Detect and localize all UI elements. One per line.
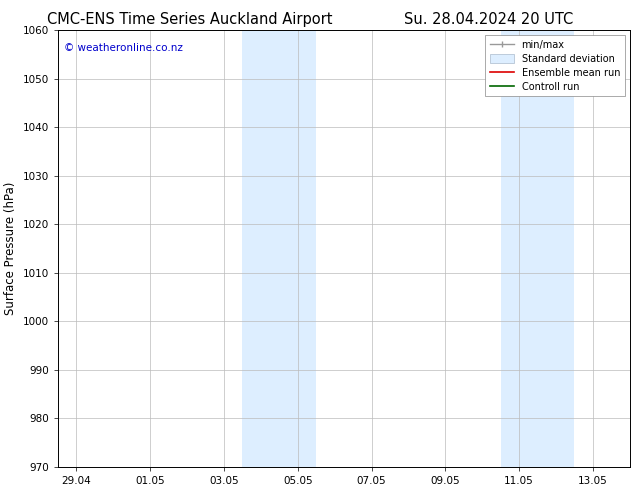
Bar xyxy=(501,30,538,467)
Text: CMC-ENS Time Series Auckland Airport: CMC-ENS Time Series Auckland Airport xyxy=(48,12,333,27)
Y-axis label: Surface Pressure (hPa): Surface Pressure (hPa) xyxy=(4,182,17,315)
Bar xyxy=(538,30,574,467)
Bar xyxy=(280,30,316,467)
Legend: min/max, Standard deviation, Ensemble mean run, Controll run: min/max, Standard deviation, Ensemble me… xyxy=(484,35,625,97)
Text: © weatheronline.co.nz: © weatheronline.co.nz xyxy=(64,43,183,53)
Bar xyxy=(242,30,280,467)
Text: Su. 28.04.2024 20 UTC: Su. 28.04.2024 20 UTC xyxy=(404,12,573,27)
